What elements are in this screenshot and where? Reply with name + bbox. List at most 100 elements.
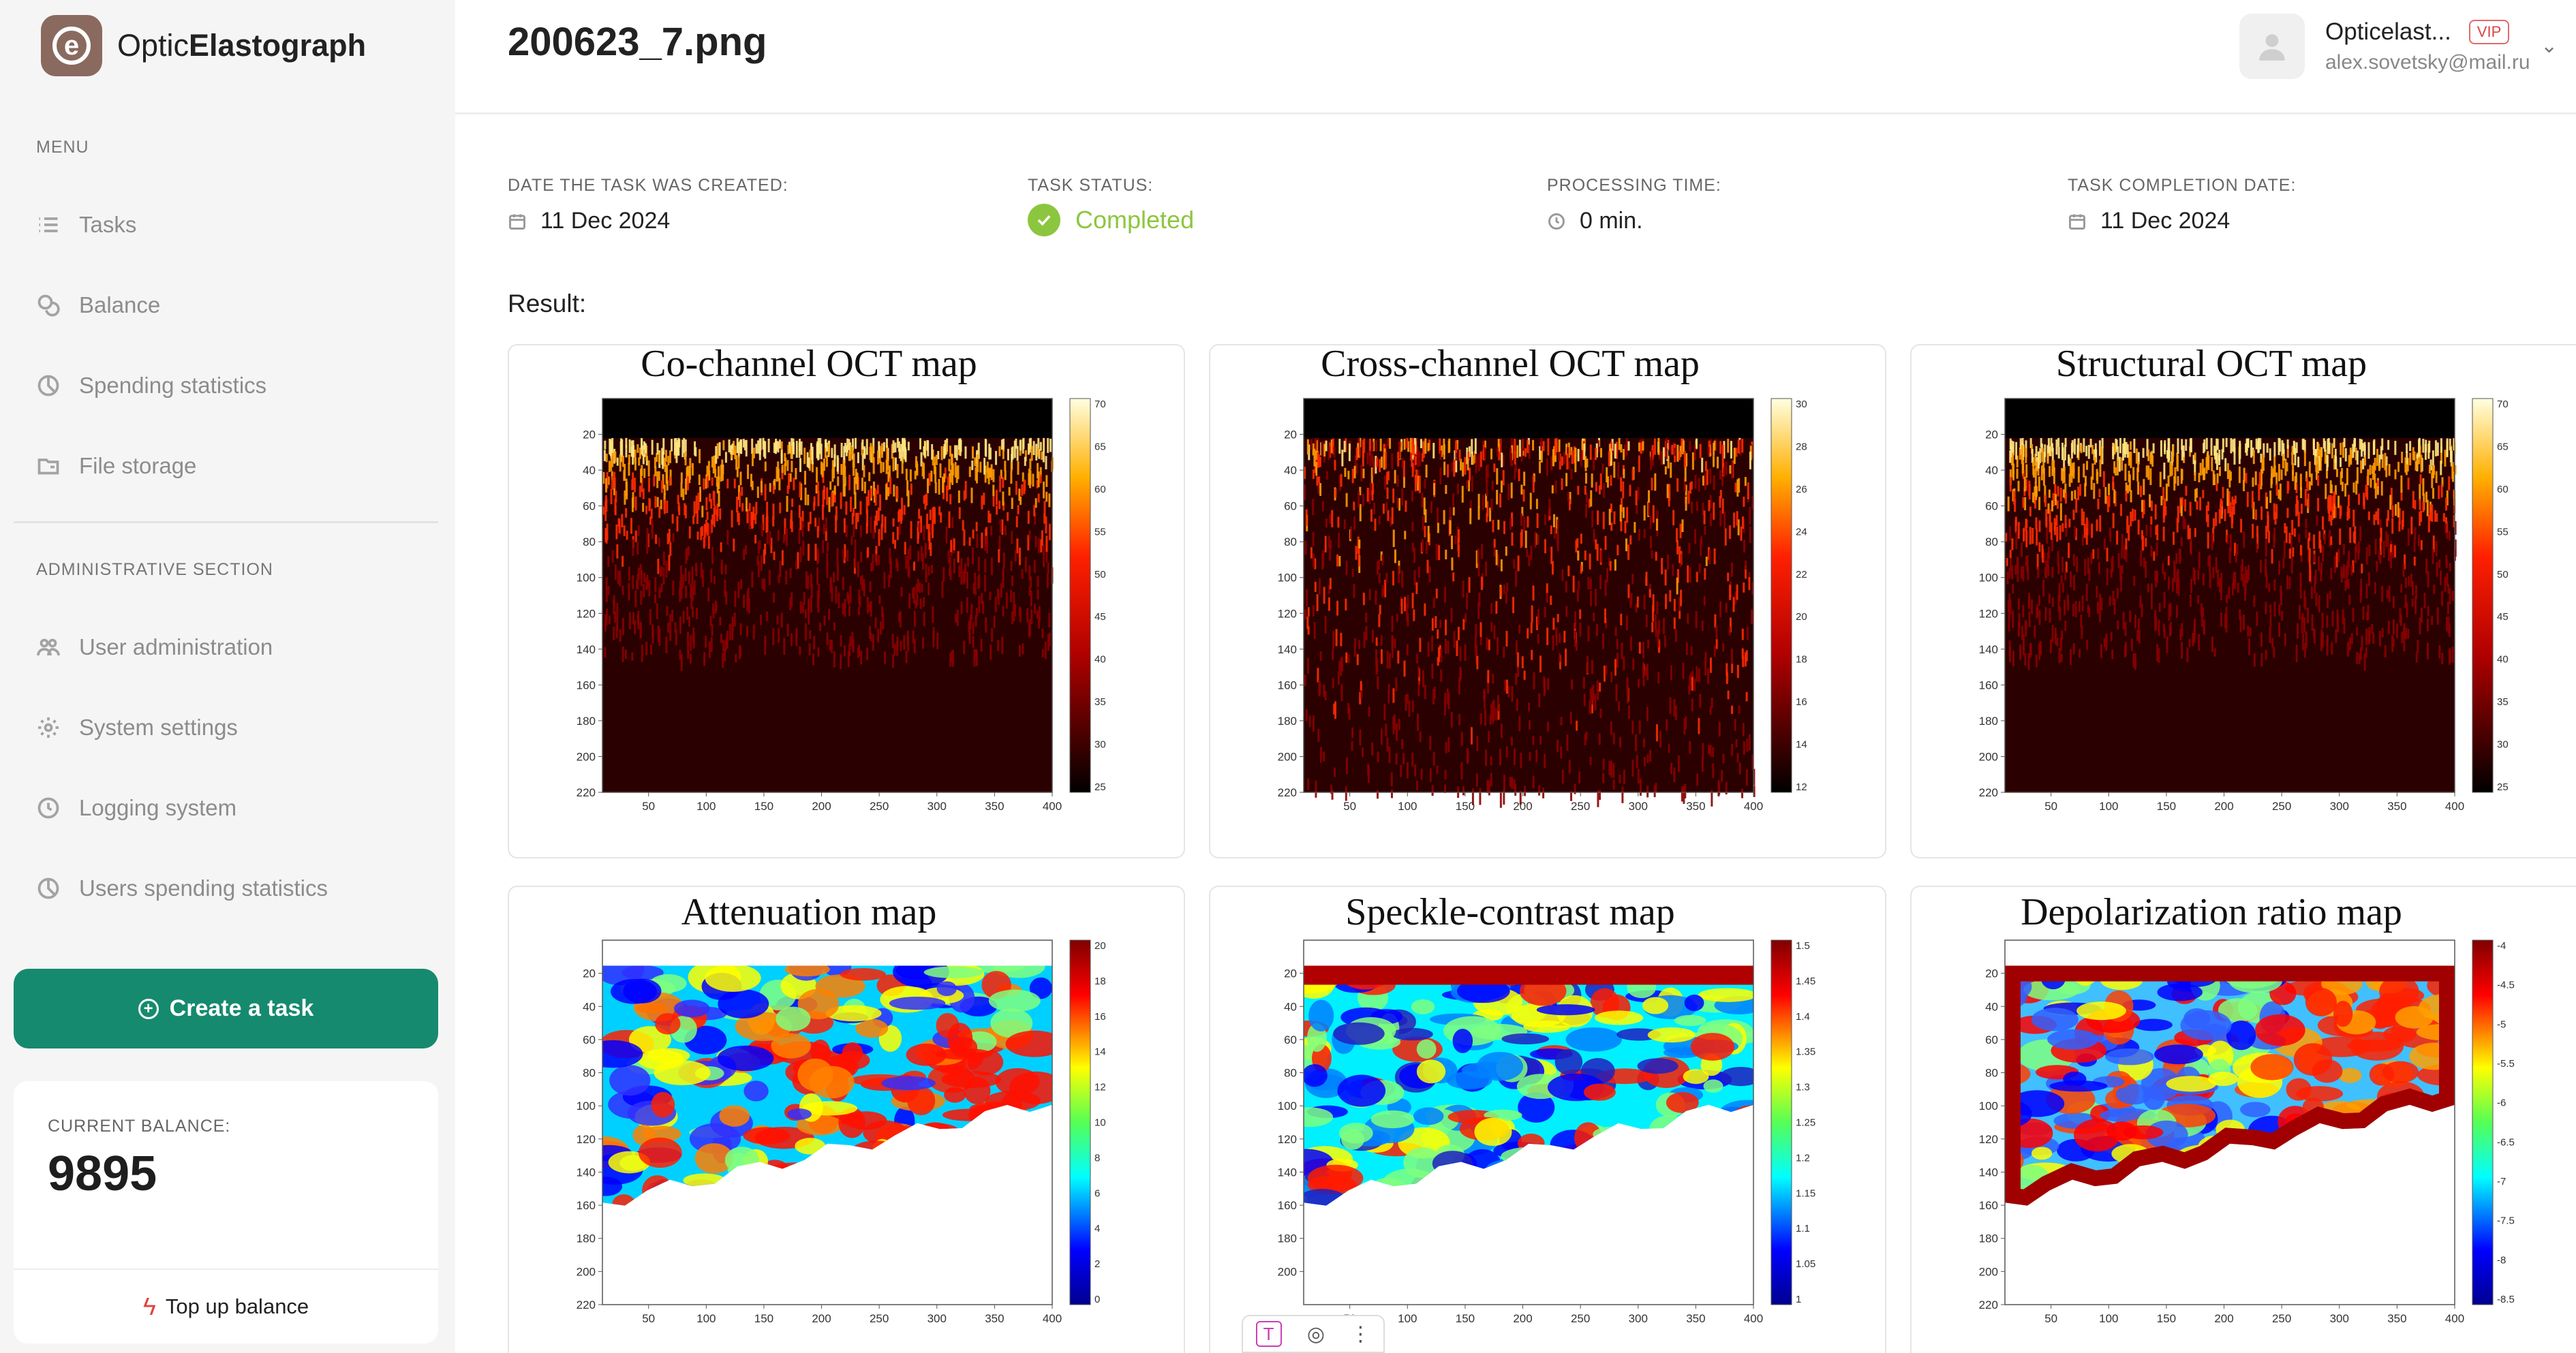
heatmap-cell xyxy=(2266,443,2269,453)
heatmap-cell xyxy=(1673,617,1676,629)
heatmap-cell xyxy=(1574,448,1577,457)
heatmap-cell xyxy=(2438,645,2441,659)
heatmap-cell xyxy=(1571,679,1574,690)
top-up-balance-button[interactable]: ϟ Top up balance xyxy=(142,1292,309,1320)
more-icon[interactable]: ⋮ xyxy=(1350,1322,1371,1346)
user-menu[interactable]: Opticelast... VIP alex.sovetsky@mail.ru xyxy=(2239,14,2530,79)
heatmap-cell xyxy=(1496,447,1499,457)
heatmap-cell xyxy=(1439,619,1442,629)
heatmap-cell xyxy=(2271,638,2274,648)
heatmap-cell xyxy=(828,497,831,512)
heatmap-cell xyxy=(1582,676,1585,689)
heatmap-cell xyxy=(2162,506,2165,523)
sidebar-item-spending-statistics[interactable]: Spending statistics xyxy=(36,362,266,409)
camera-icon[interactable]: ◎ xyxy=(1306,1322,1325,1346)
x-tick-label: 350 xyxy=(2387,800,2406,813)
sidebar-item-logging-system[interactable]: Logging system xyxy=(36,784,236,832)
heatmap-cell xyxy=(2111,555,2114,572)
heatmap-cell xyxy=(1007,448,1009,461)
sidebar-item-balance[interactable]: Balance xyxy=(36,281,160,329)
heatmap-cell xyxy=(725,638,728,649)
heatmap-cell xyxy=(1730,649,1733,664)
y-tick-label: 120 xyxy=(1979,607,1998,620)
heatmap-cell xyxy=(2086,640,2089,650)
heatmap-cell xyxy=(2068,454,2070,464)
create-task-button[interactable]: + Create a task xyxy=(14,969,438,1048)
heatmap-cell xyxy=(1381,555,1384,565)
heatmap-cell xyxy=(1413,547,1416,563)
heatmap-cell xyxy=(2063,459,2066,471)
heatmap-cell xyxy=(1623,449,1625,461)
y-tick-label: 40 xyxy=(1985,1000,1998,1013)
heatmap-cell xyxy=(1453,630,1456,649)
heatmap-cell xyxy=(1498,443,1501,461)
heatmap-cell xyxy=(2087,604,2089,614)
result-card[interactable]: Speckle-contrast map 20 40 60 80 100 120 140 160… xyxy=(1209,886,1886,1353)
heatmap-cell xyxy=(2218,455,2221,465)
heatmap-cell xyxy=(984,535,987,551)
heatmap-cell xyxy=(2113,598,2116,615)
heatmap-cell xyxy=(2012,584,2014,594)
sidebar-item-users-spending-statistics[interactable]: Users spending statistics xyxy=(36,865,328,912)
heatmap-cell xyxy=(2302,632,2305,651)
heatmap-cell xyxy=(1669,697,1672,714)
heatmap-cell xyxy=(808,643,811,655)
sidebar-item-system-settings[interactable]: System settings xyxy=(36,704,238,751)
heatmap-cell xyxy=(1007,512,1009,521)
heatmap-blob xyxy=(2023,979,2080,1001)
heatmap-cell xyxy=(1018,606,1021,616)
heatmap-cell xyxy=(960,558,963,574)
heatmap-cell xyxy=(647,477,650,493)
heatmap-cell xyxy=(641,644,643,662)
heatmap-cell xyxy=(933,463,936,475)
heatmap-cell xyxy=(983,574,986,592)
heatmap-cell xyxy=(1384,452,1387,469)
heatmap-cell xyxy=(861,439,864,450)
heatmap-cell xyxy=(1477,506,1480,520)
balance-value: 9895 xyxy=(48,1147,157,1201)
sidebar-item-file-storage[interactable]: File storage xyxy=(36,442,196,490)
heatmap-cell xyxy=(2083,463,2085,478)
heatmap-blob xyxy=(651,1091,675,1118)
heatmap-cell xyxy=(816,590,819,608)
heatmap-cell xyxy=(1643,738,1646,747)
heatmap-cell xyxy=(2261,458,2264,474)
brand[interactable]: e OpticElastograph xyxy=(41,15,366,76)
heatmap-cell xyxy=(2324,441,2327,452)
heatmap-cell xyxy=(1704,657,1707,676)
heatmap-cell xyxy=(1323,444,1326,457)
result-card[interactable]: Cross-channel OCT map 20 40 60 80 100 120 140 16… xyxy=(1209,344,1886,858)
heatmap-cell xyxy=(2226,488,2229,506)
heatmap-cell xyxy=(1462,619,1465,630)
heatmap-cell xyxy=(2402,563,2405,577)
heatmap-cell xyxy=(1729,465,1732,474)
heatmap-cell xyxy=(2356,450,2359,465)
text-tool-icon[interactable]: T xyxy=(1255,1321,1282,1347)
result-card[interactable]: Depolarization ratio map 20 40 60 80 100 120 14… xyxy=(1910,886,2576,1353)
heatmap-cell xyxy=(2194,452,2196,465)
sidebar-item-user-administration[interactable]: User administration xyxy=(36,623,273,671)
heatmap-cell xyxy=(2142,535,2145,551)
heatmap-cell xyxy=(2179,497,2182,514)
heatmap-cell xyxy=(2308,548,2311,565)
heatmap-cell xyxy=(2286,575,2289,590)
heatmap-cell xyxy=(2124,621,2127,636)
result-card[interactable]: Structural OCT map 20 40 60 80 100 120 140 160 18… xyxy=(1910,344,2576,858)
y-tick-label: 140 xyxy=(577,643,596,656)
heatmap-cell xyxy=(898,523,901,535)
heatmap-cell xyxy=(2313,534,2316,549)
heatmap-cell xyxy=(1462,462,1465,477)
heatmap-cell xyxy=(708,470,711,481)
heatmap-cell xyxy=(718,476,720,489)
heatmap-cell xyxy=(688,466,691,480)
heatmap-cell xyxy=(2265,573,2268,589)
heatmap-cell xyxy=(2175,553,2178,564)
heatmap-cell xyxy=(1386,487,1389,499)
sidebar-item-tasks[interactable]: Tasks xyxy=(36,201,136,249)
heatmap-blob xyxy=(1698,988,1753,1002)
result-card[interactable]: Attenuation map 20 40 60 80 100 120 140 160 180 20… xyxy=(508,886,1185,1353)
colorbar-tick-label: 1.35 xyxy=(1796,1046,1815,1058)
result-card[interactable]: Co-channel OCT map 20 40 60 80 100 120 140 160 18… xyxy=(508,344,1185,858)
heatmap-cell xyxy=(1375,657,1378,675)
chevron-down-icon[interactable]: ⌄ xyxy=(2541,35,2558,57)
